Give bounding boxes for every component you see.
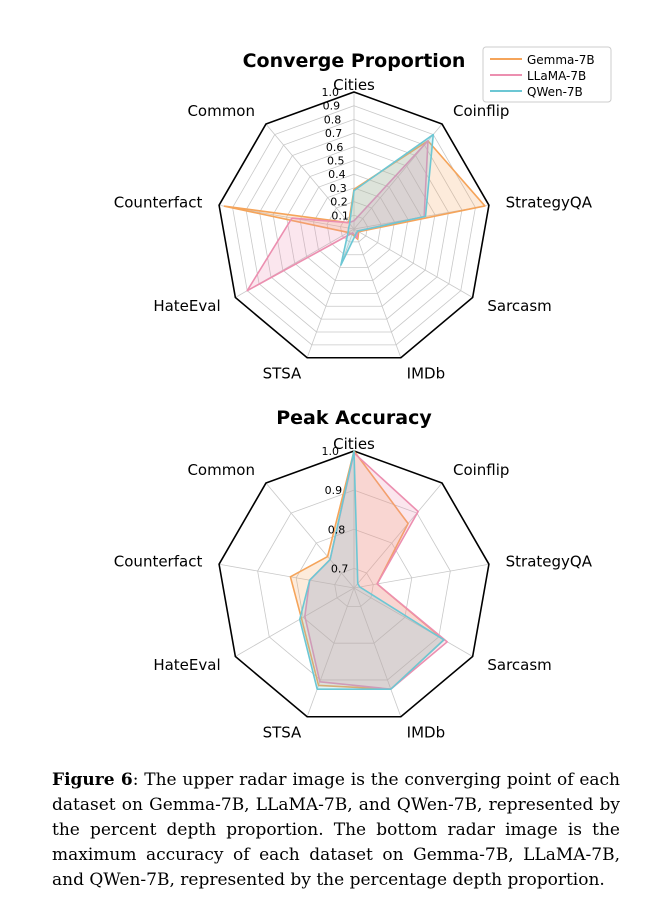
category-label: Sarcasm <box>487 297 551 315</box>
grid-ring <box>299 173 409 281</box>
grid-ring <box>272 146 436 307</box>
grid-ring <box>334 568 374 607</box>
radar-frame <box>218 91 490 359</box>
chart-title: Converge Proportion <box>243 50 466 72</box>
radar-grid <box>218 450 490 718</box>
category-label: HateEval <box>153 297 220 315</box>
grid-spoke <box>353 228 473 298</box>
tick-label: 0.4 <box>328 168 346 181</box>
grid-ring <box>326 201 382 256</box>
grid-spoke <box>235 587 355 657</box>
tick-label: 0.9 <box>325 484 343 497</box>
tick-label: 0.7 <box>325 127 343 140</box>
radar-converge-proportion: Converge Proportion 0.10.20.30.40.50.60.… <box>114 50 593 383</box>
category-label: StrategyQA <box>506 193 593 211</box>
tick-label: 0.2 <box>330 196 348 209</box>
tick-label: 1.0 <box>322 86 340 99</box>
category-label: IMDb <box>407 365 445 383</box>
category-label: Cities <box>333 76 375 94</box>
radar-frame <box>218 450 490 718</box>
legend-label-gemma: Gemma-7B <box>527 53 595 67</box>
category-label: HateEval <box>153 656 220 674</box>
category-label: Common <box>187 461 255 479</box>
category-label: Cities <box>333 435 375 453</box>
figure-caption: Figure 6: The upper radar image is the c… <box>52 768 620 893</box>
tick-label: 0.5 <box>327 155 345 168</box>
tick-label: 0.6 <box>326 141 344 154</box>
grid-spoke <box>306 228 355 358</box>
category-label: Common <box>187 102 255 120</box>
grid-spoke <box>353 587 402 717</box>
legend: Gemma-7B LLaMA-7B QWen-7B <box>482 46 612 103</box>
tick-label: 0.1 <box>331 209 349 222</box>
category-label: Coinflip <box>453 102 509 120</box>
tick-label: 1.0 <box>322 445 340 458</box>
grid-ring <box>286 160 422 294</box>
grid-spoke <box>306 587 355 717</box>
tick-label: 0.7 <box>331 562 349 575</box>
grid-ring <box>245 118 463 333</box>
grid-spoke <box>353 482 443 589</box>
category-label: STSA <box>263 724 302 742</box>
grid-ring <box>257 489 451 681</box>
tick-label: 0.8 <box>328 523 346 536</box>
tick-label: 0.3 <box>329 182 347 195</box>
legend-label-llama: LLaMA-7B <box>527 69 586 83</box>
series-gemma <box>289 450 445 690</box>
caption-text: : The upper radar image is the convergin… <box>52 770 620 890</box>
grid-spoke <box>265 482 355 589</box>
category-label: Counterfact <box>114 193 203 211</box>
chart-title: Peak Accuracy <box>276 407 432 429</box>
grid-spoke <box>353 587 473 657</box>
grid-ring <box>295 528 413 644</box>
category-label: IMDb <box>407 724 445 742</box>
category-label: STSA <box>263 365 302 383</box>
series-qwen <box>340 133 435 266</box>
tick-label: 0.9 <box>323 100 341 113</box>
grid-spoke <box>265 123 355 230</box>
legend-frame <box>482 46 612 103</box>
category-label: Coinflip <box>453 461 509 479</box>
grid-spoke <box>353 228 402 358</box>
grid-ring <box>313 187 395 269</box>
legend-label-qwen: QWen-7B <box>527 85 583 99</box>
caption-label: Figure 6 <box>52 770 133 790</box>
tick-label: 0.8 <box>324 113 342 126</box>
category-label: Sarcasm <box>487 656 551 674</box>
grid-spoke <box>219 563 355 589</box>
category-label: Counterfact <box>114 552 203 570</box>
series-qwen <box>298 450 445 690</box>
grid-ring <box>259 132 449 320</box>
category-label: StrategyQA <box>506 552 593 570</box>
